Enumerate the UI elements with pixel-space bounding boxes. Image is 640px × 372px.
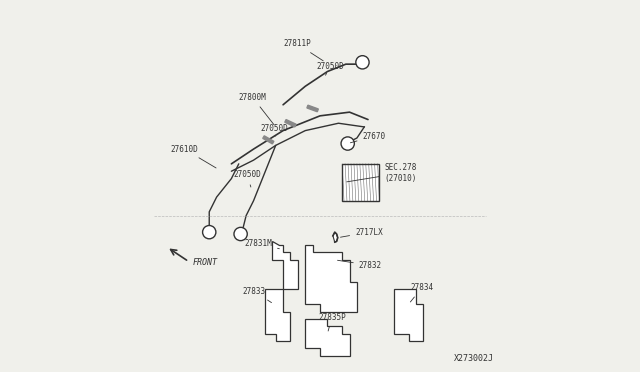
- Circle shape: [356, 56, 369, 69]
- Polygon shape: [285, 119, 296, 127]
- Text: 27050D: 27050D: [316, 61, 344, 75]
- Text: 27833: 27833: [243, 287, 271, 303]
- Circle shape: [234, 227, 247, 241]
- Polygon shape: [272, 241, 298, 289]
- Text: 27835P: 27835P: [318, 312, 346, 331]
- FancyBboxPatch shape: [342, 164, 379, 201]
- Text: FRONT: FRONT: [193, 258, 218, 267]
- Circle shape: [203, 225, 216, 239]
- Text: 27670: 27670: [350, 132, 385, 143]
- Polygon shape: [264, 289, 291, 341]
- Polygon shape: [305, 319, 349, 356]
- Text: 27800M: 27800M: [239, 93, 274, 125]
- Text: 27050D: 27050D: [233, 170, 261, 187]
- Text: 27811P: 27811P: [283, 39, 323, 61]
- Circle shape: [341, 137, 355, 150]
- Text: 27834: 27834: [410, 283, 433, 302]
- Text: 27610D: 27610D: [170, 145, 216, 168]
- Text: SEC.278
(27010): SEC.278 (27010): [347, 163, 417, 183]
- Polygon shape: [307, 105, 318, 112]
- Text: 27050D: 27050D: [261, 124, 289, 136]
- Text: 2717LX: 2717LX: [340, 228, 383, 237]
- Text: 27831M: 27831M: [244, 239, 280, 249]
- Text: X273002J: X273002J: [454, 354, 493, 363]
- Polygon shape: [333, 232, 338, 242]
- Polygon shape: [263, 136, 274, 144]
- Text: 27832: 27832: [337, 260, 382, 270]
- Polygon shape: [305, 245, 357, 311]
- Polygon shape: [394, 289, 424, 341]
